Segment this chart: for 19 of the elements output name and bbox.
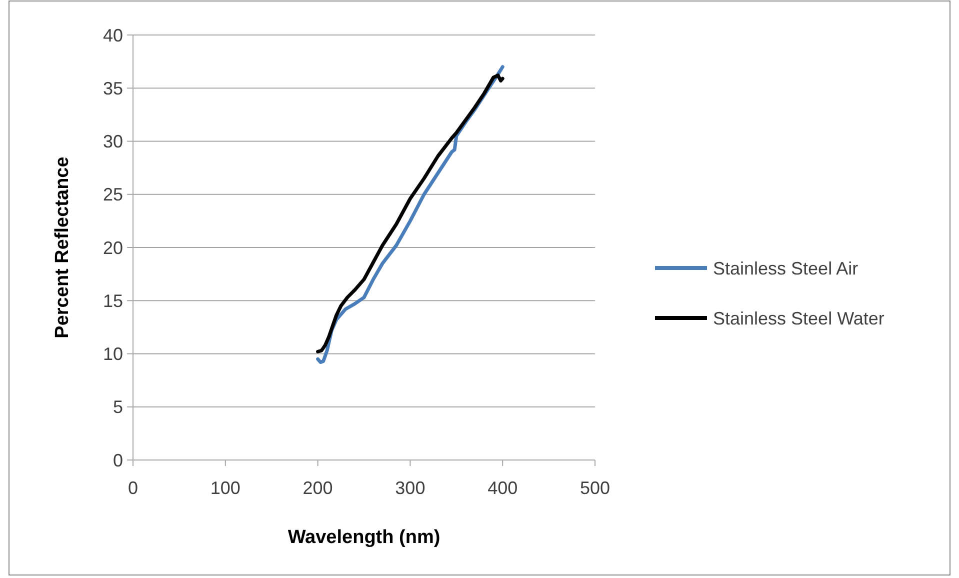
x-tick-label: 100 <box>210 478 240 498</box>
y-tick-label: 5 <box>112 397 123 418</box>
x-tick-label: 0 <box>128 478 138 498</box>
x-tick-label: 400 <box>488 478 518 498</box>
y-tick-label: 35 <box>102 78 123 98</box>
y-tick-label: 0 <box>112 450 123 470</box>
y-tick-label: 20 <box>102 238 123 258</box>
y-tick-label: 25 <box>102 184 123 205</box>
x-axis-title: Wavelength (nm) <box>288 527 440 548</box>
y-tick-label: 40 <box>102 25 123 46</box>
y-tick-label: 10 <box>102 344 123 364</box>
y-tick-label: 15 <box>102 290 123 311</box>
legend-label: Stainless Steel Air <box>713 258 858 278</box>
x-tick-label: 500 <box>580 478 610 498</box>
y-tick-label: 30 <box>102 132 123 152</box>
x-tick-label: 300 <box>395 478 426 498</box>
x-tick-label: 200 <box>302 478 333 498</box>
legend-label: Stainless Steel Water <box>713 308 884 328</box>
y-axis-title: Percent Reflectance <box>52 156 73 338</box>
